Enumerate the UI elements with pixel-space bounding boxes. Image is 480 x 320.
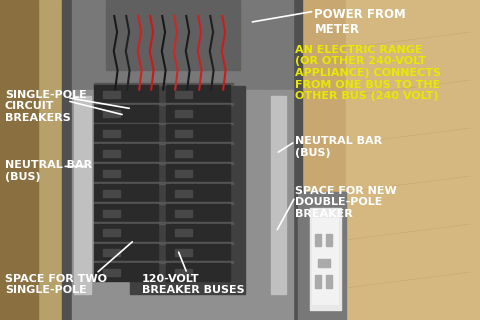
Bar bbox=[94, 144, 158, 162]
Bar bbox=[166, 85, 230, 102]
Text: SPACE FOR NEW
DOUBLE-POLE
BREAKER: SPACE FOR NEW DOUBLE-POLE BREAKER bbox=[295, 186, 397, 219]
Bar bbox=[326, 234, 332, 246]
Bar bbox=[94, 263, 158, 281]
Bar bbox=[166, 263, 230, 281]
Bar bbox=[271, 96, 286, 294]
Bar bbox=[0, 0, 62, 320]
Bar bbox=[94, 222, 233, 224]
Bar bbox=[72, 90, 293, 320]
Bar bbox=[166, 184, 230, 202]
Bar bbox=[288, 0, 480, 320]
Bar bbox=[103, 249, 120, 256]
Bar bbox=[94, 124, 158, 142]
Bar bbox=[346, 0, 480, 320]
Text: SPACE FOR TWO
SINGLE-POLE: SPACE FOR TWO SINGLE-POLE bbox=[5, 274, 107, 295]
Bar bbox=[94, 123, 233, 124]
Bar bbox=[94, 242, 233, 244]
Bar bbox=[175, 150, 192, 157]
Bar bbox=[94, 244, 158, 261]
Bar bbox=[106, 0, 240, 70]
Bar bbox=[0, 0, 38, 320]
Bar bbox=[94, 182, 233, 184]
Bar bbox=[94, 85, 158, 102]
Bar bbox=[175, 130, 192, 137]
Bar bbox=[62, 0, 302, 320]
Bar bbox=[103, 170, 120, 177]
Bar bbox=[74, 96, 91, 294]
Bar bbox=[166, 144, 230, 162]
Bar bbox=[166, 224, 230, 241]
Bar bbox=[175, 110, 192, 117]
Text: 120-VOLT
BREAKER BUSES: 120-VOLT BREAKER BUSES bbox=[142, 274, 244, 295]
Bar bbox=[298, 192, 346, 320]
Bar bbox=[312, 218, 338, 304]
Bar bbox=[166, 105, 230, 122]
Bar bbox=[326, 275, 332, 288]
Bar bbox=[94, 83, 233, 85]
Bar bbox=[94, 162, 233, 164]
Bar bbox=[94, 105, 158, 122]
Text: POWER FROM
METER: POWER FROM METER bbox=[314, 8, 406, 36]
Bar bbox=[94, 142, 233, 144]
Bar bbox=[103, 91, 120, 98]
Text: NEUTRAL BAR
(BUS): NEUTRAL BAR (BUS) bbox=[295, 136, 383, 157]
Bar bbox=[94, 224, 158, 241]
Bar bbox=[103, 190, 120, 197]
Bar bbox=[72, 0, 293, 90]
Bar bbox=[175, 170, 192, 177]
Bar bbox=[175, 91, 192, 98]
Bar bbox=[166, 124, 230, 142]
Bar bbox=[315, 275, 321, 288]
Bar bbox=[315, 234, 321, 246]
Bar bbox=[94, 164, 158, 182]
Bar bbox=[175, 210, 192, 217]
Bar bbox=[310, 208, 341, 310]
Bar bbox=[130, 86, 245, 294]
Bar bbox=[175, 190, 192, 197]
Bar bbox=[103, 110, 120, 117]
Bar bbox=[175, 229, 192, 236]
Bar bbox=[94, 103, 233, 105]
Bar bbox=[103, 210, 120, 217]
Bar bbox=[103, 130, 120, 137]
Bar bbox=[166, 164, 230, 182]
Text: NEUTRAL BAR
(BUS): NEUTRAL BAR (BUS) bbox=[5, 160, 92, 181]
Bar bbox=[94, 261, 233, 263]
Text: SINGLE-POLE
CIRCUIT
BREAKERS: SINGLE-POLE CIRCUIT BREAKERS bbox=[5, 90, 86, 123]
Bar bbox=[103, 150, 120, 157]
Bar bbox=[175, 269, 192, 276]
Text: AN ELECTRIC RANGE
(OR OTHER 240-VOLT
APPLIANCE) CONNECTS
FROM ONE BUS TO THE
OTH: AN ELECTRIC RANGE (OR OTHER 240-VOLT APP… bbox=[295, 45, 441, 101]
Bar bbox=[103, 229, 120, 236]
Bar bbox=[175, 249, 192, 256]
Bar bbox=[166, 244, 230, 261]
Bar bbox=[166, 204, 230, 221]
Bar bbox=[103, 269, 120, 276]
Bar bbox=[94, 204, 158, 221]
Bar bbox=[94, 202, 233, 204]
Bar bbox=[94, 184, 158, 202]
Bar bbox=[318, 259, 330, 267]
